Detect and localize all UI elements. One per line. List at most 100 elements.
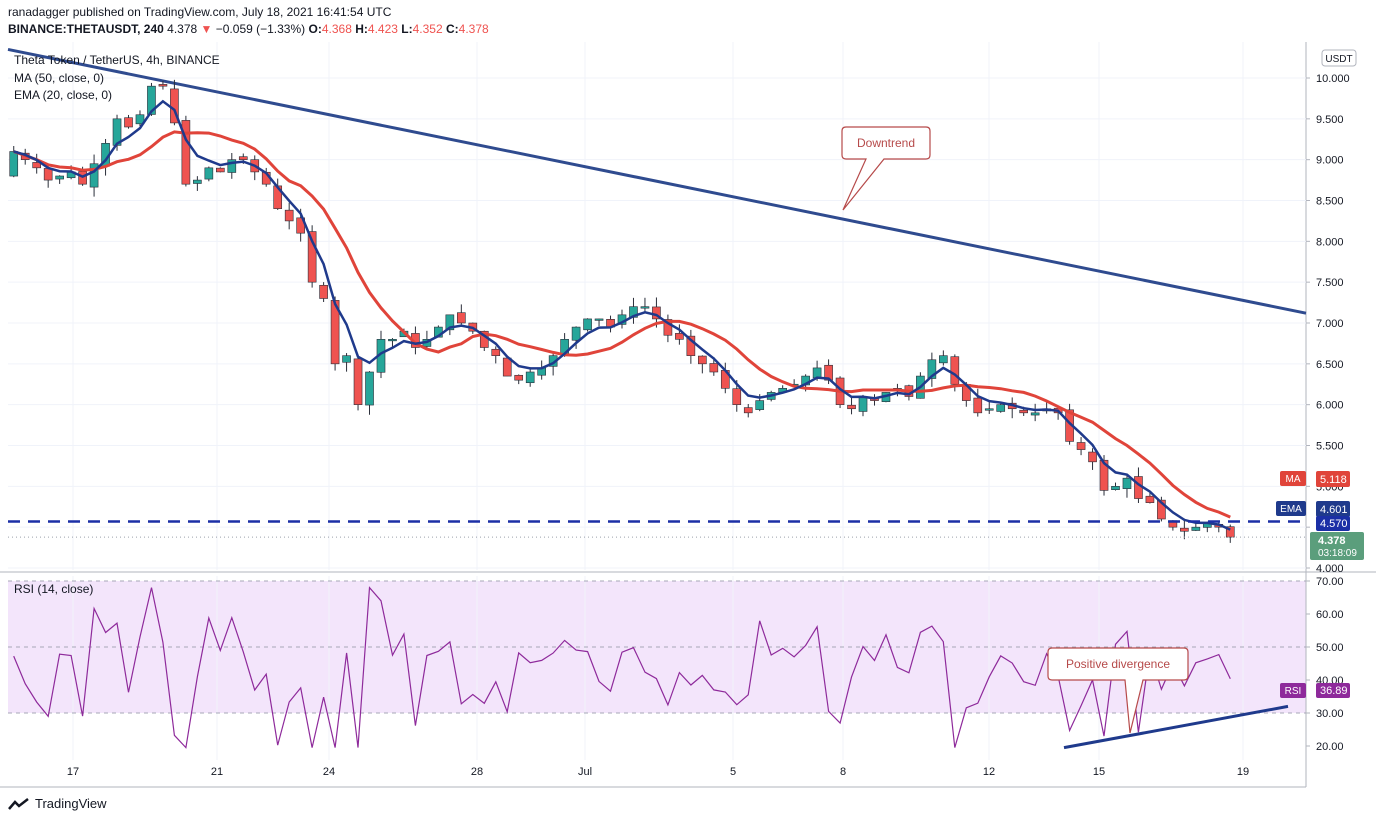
rsi-value-badge-bg [1316,683,1350,698]
downtrend-line [7,47,1307,315]
divergence-callout: Positive divergence [1047,647,1189,734]
candle-body [1076,442,1086,450]
countdown-badge: 03:18:09 [1318,548,1357,559]
candle-body [1099,459,1109,491]
level-value-badge-bg [1316,516,1350,531]
time-tick-label: 28 [471,766,483,778]
price-tick-label: 9.500 [1316,114,1344,126]
candle-body [973,397,983,414]
price-tick-label: 7.500 [1316,277,1344,289]
candle-body [491,348,501,356]
time-tick-label: 24 [323,766,335,778]
candle-body [1111,486,1120,490]
candle-body [675,333,684,340]
rsi-tag-bg [1280,683,1306,698]
candle-body [812,367,822,379]
candle-body [284,209,294,222]
tradingview-icon [8,797,29,810]
high-value: 4.423 [367,22,398,36]
low-label: L: [401,22,413,36]
rsi-divergence-line [1063,704,1289,750]
time-tick-label: 17 [67,766,79,778]
divergence-callout-text: Positive divergence [1066,657,1170,671]
ema-20-line [13,99,1231,531]
rsi-tick-label: 20.00 [1316,741,1344,753]
rsi-value-badge: 36.89 [1320,685,1348,697]
time-tick-label: 5 [730,766,736,778]
high-label: H: [355,22,368,36]
candle-body [594,318,604,321]
candle-body [342,355,351,363]
price-tick-label: 10.000 [1316,73,1350,85]
candle-body [709,363,719,373]
candle-body [996,404,1006,412]
open-label: O: [308,22,322,36]
candle-body [307,231,317,283]
time-tick-label: 15 [1093,766,1105,778]
candle-body [1030,412,1040,416]
candle-body [1019,409,1028,414]
candle-body [445,314,455,331]
time-tick-label: 8 [840,766,846,778]
candle-body [457,312,466,324]
price-tick-label: 7.000 [1316,318,1344,330]
ema-value-badge-bg [1316,501,1350,517]
downtrend-callout-shape [841,126,931,211]
candle-body [698,355,707,365]
ma-legend: MA (50, close, 0) [14,71,105,85]
close-label: C: [445,22,459,36]
rsi-tick-label: 60.00 [1316,609,1344,621]
ma-tag: MA [1286,474,1301,485]
ma-50-line [13,130,1231,519]
rsi-legend: RSI (14, close) [14,582,94,596]
symbol-name: BINANCE:THETAUSDT, 240 [8,22,164,36]
downtrend-callout-text: Downtrend [857,136,915,150]
price-tick-label: 8.000 [1316,236,1344,248]
candle-body [1180,527,1189,532]
open-value: 4.368 [321,22,352,36]
candle-body [1225,526,1235,538]
candle-body [227,159,237,173]
time-tick-label: 21 [211,766,223,778]
rsi-tag: RSI [1285,686,1302,697]
candle-body [1191,526,1201,531]
candle-body [193,179,202,184]
candle-body [743,407,753,414]
candle-body [388,339,397,342]
candle-body [583,318,592,331]
candle-body [663,319,673,336]
price-tick-label: 4.000 [1316,563,1344,575]
ema-value-badge: 4.601 [1320,504,1348,516]
price-change: −0.059 (−1.33%) [215,22,306,36]
ema-tag-bg [1276,501,1306,516]
rsi-tick-label: 30.00 [1316,708,1344,720]
change-arrow: ▼ [200,22,213,36]
candle-body [135,114,145,125]
currency-badge-bg [1321,49,1357,67]
candle-body [950,356,960,385]
ema-legend: EMA (20, close, 0) [14,88,113,102]
price-tick-label: 9.000 [1316,155,1344,167]
last-price: 4.378 [167,22,198,36]
rsi-tick-label: 50.00 [1316,642,1344,654]
candle-body [32,162,42,169]
candle-body [319,284,328,299]
candle-body [514,374,524,381]
low-value: 4.352 [412,22,443,36]
chart-title-legend: Theta Token / TetherUS, 4h, BINANCE [14,53,220,67]
candle-body [124,117,133,128]
candle-body [365,371,374,406]
candle-body [1157,499,1166,520]
tradingview-logo[interactable]: TradingView [8,796,107,811]
price-tick-label: 6.500 [1316,359,1344,371]
candle-body [9,151,19,177]
price-pane-bg [8,42,1306,570]
candle-body [686,335,696,356]
candle-body [755,400,765,410]
candle-body [571,326,581,341]
ema-tag: EMA [1280,504,1302,515]
candle-body [353,358,363,405]
brand-name: TradingView [35,796,107,811]
candle-body [1088,451,1097,463]
